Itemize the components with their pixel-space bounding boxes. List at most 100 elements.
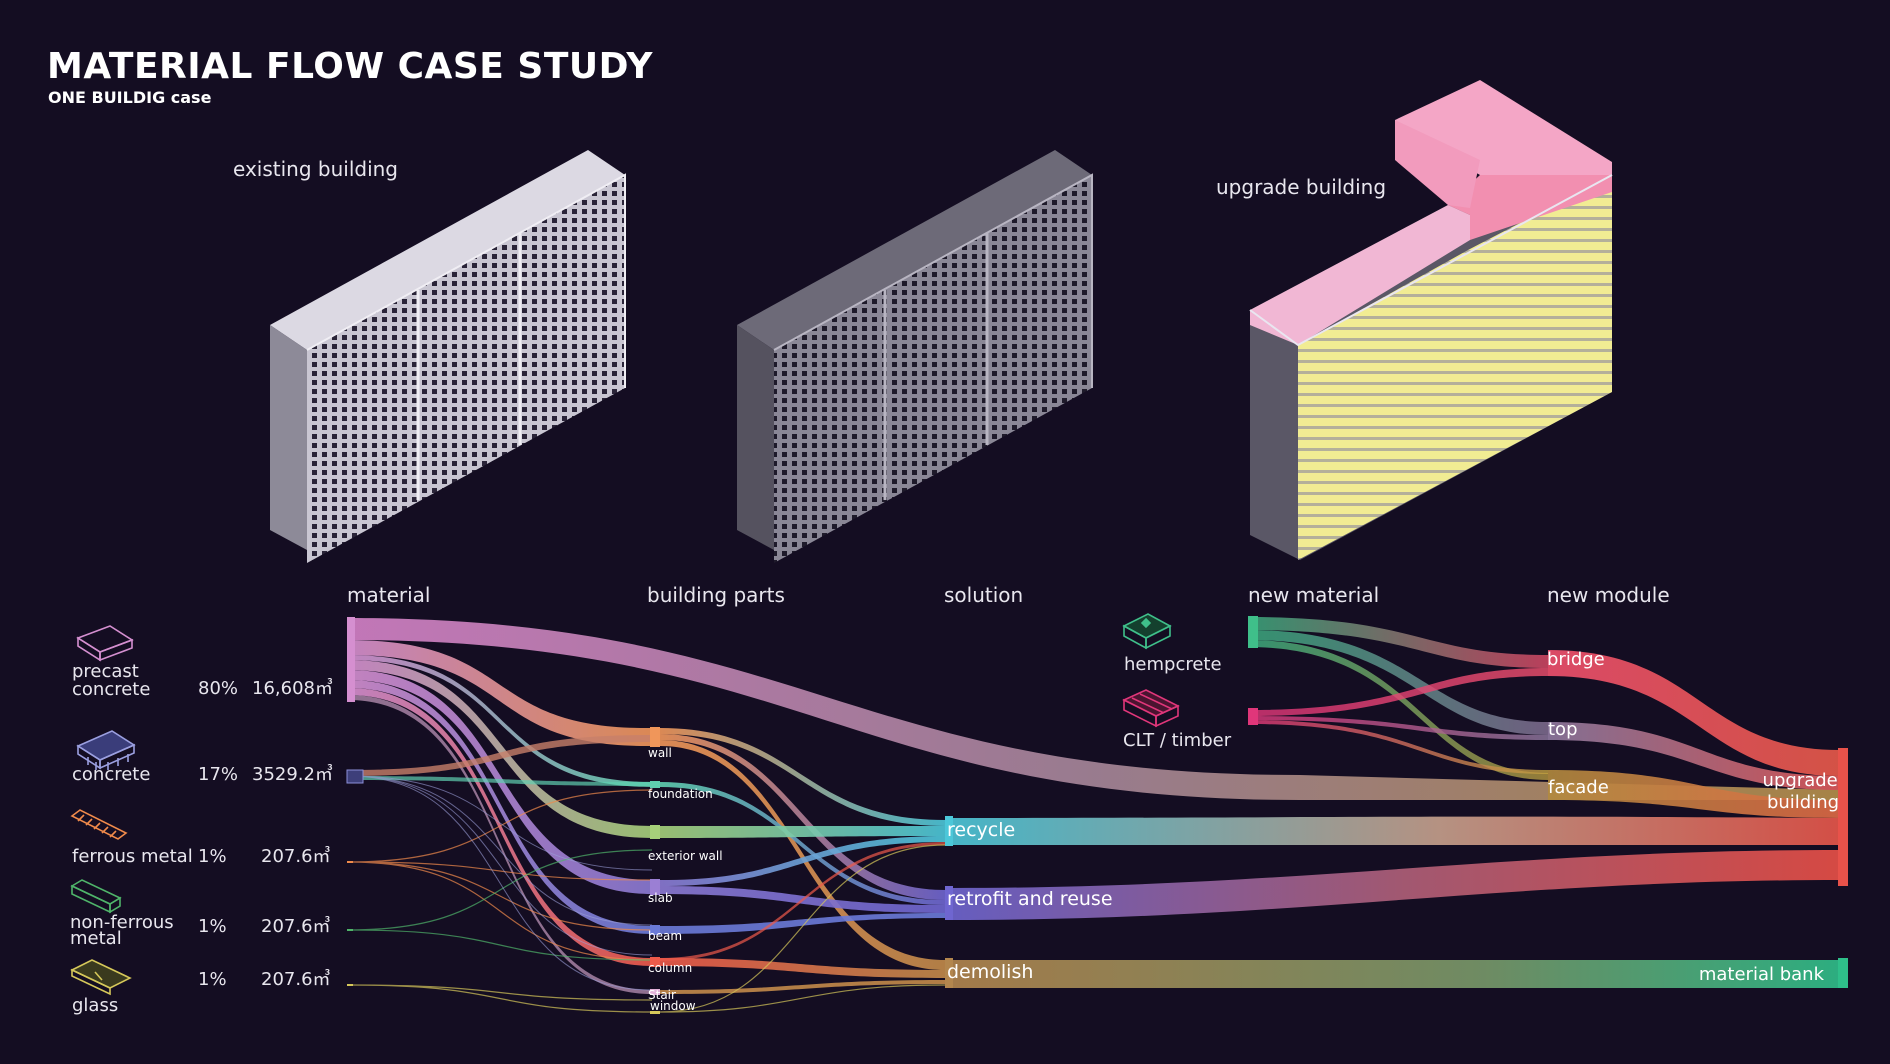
- part-beam-label: beam: [648, 929, 682, 943]
- flow-precast-to-upgrade: [348, 618, 1840, 800]
- flow-hempcrete-to-bridge: [1248, 617, 1548, 668]
- flow-bridge-to-upgrade: [1548, 650, 1840, 776]
- flow-column-to-demolish: [660, 958, 945, 978]
- node-foundation: [650, 781, 660, 788]
- page-title: MATERIAL FLOW CASE STUDY: [47, 46, 653, 87]
- flow-precast-to-beam: [348, 680, 652, 934]
- node-window: [650, 1011, 660, 1014]
- flow-precast-to-wall: [348, 640, 652, 747]
- node-nonferrous: [347, 929, 353, 931]
- output-upgrade-building-label: upgrade building: [1763, 770, 1844, 813]
- node-material-bank: [1838, 958, 1848, 988]
- stage-building-parts-heading: building parts: [647, 583, 785, 607]
- legend-nonferrous-label-line1: non-ferrous: [70, 912, 174, 933]
- node-recycle: [945, 816, 953, 846]
- part-foundation-label: foundation: [648, 787, 713, 801]
- page-subtitle: ONE BUILDIG case: [48, 88, 212, 107]
- sankey-flows: [347, 617, 1840, 1013]
- stage-new-material-heading: new material: [1248, 583, 1379, 607]
- flow-facade-to-upgrade: [1548, 770, 1840, 818]
- flow-concrete-to-foundation: [348, 776, 652, 786]
- legend-precast-percent: 80%: [198, 678, 238, 699]
- node-beam: [650, 925, 660, 935]
- flow-top-to-upgrade: [1548, 722, 1840, 790]
- legend-ferrous-label: ferrous metal: [72, 846, 193, 867]
- material-legend: precast concrete 80% 16,608㎥ concrete 17…: [70, 625, 333, 1016]
- legend-concrete-percent: 17%: [198, 764, 238, 785]
- flow-wall-to-retrofit: [660, 734, 945, 900]
- flow-recycle-to-upgrade: [952, 816, 1840, 845]
- node-clt: [1248, 708, 1258, 725]
- node-upgrade: [1838, 748, 1848, 886]
- part-exterior-wall-label: exterior wall: [648, 849, 723, 863]
- legend-ferrous-amount: 207.6㎥: [261, 846, 331, 867]
- part-stair-label: Stair: [648, 988, 676, 1002]
- hempcrete-block-icon: [1122, 613, 1172, 650]
- node-hempcrete: [1248, 616, 1258, 648]
- building-part-labels: wall foundation exterior wall slab beam …: [648, 746, 723, 1013]
- node-concrete: [346, 769, 364, 784]
- flow-wall-to-recycle: [660, 728, 945, 826]
- solution-demolish-label: demolish: [947, 961, 1033, 983]
- flow-clt-to-bridge: [1248, 668, 1548, 716]
- stage-material-heading: material: [347, 583, 430, 607]
- existing-building-illustration: [270, 150, 626, 563]
- flow-ferrous-lines: [347, 789, 653, 961]
- flow-precast-to-column: [348, 688, 652, 966]
- flow-clt-to-top: [1248, 716, 1548, 740]
- module-facade-label: facade: [1548, 777, 1609, 798]
- flow-hempcrete-to-top: [1248, 630, 1548, 735]
- flow-concrete-to-wall: [348, 735, 652, 776]
- flow-beam-to-retrofit: [660, 913, 945, 934]
- stage-solution-heading: solution: [944, 583, 1023, 607]
- new-material-hempcrete-label: hempcrete: [1124, 654, 1222, 675]
- legend-precast-amount: 16,608㎥: [252, 678, 333, 699]
- concrete-block-icon: [76, 730, 136, 770]
- legend-concrete-label: concrete: [72, 764, 150, 785]
- node-wall: [650, 727, 660, 747]
- legend-ferrous-percent: 1%: [198, 846, 227, 867]
- upgrade-building-label: upgrade building: [1216, 175, 1386, 199]
- flow-precast-to-stair: [348, 695, 652, 994]
- legend-glass-percent: 1%: [198, 969, 227, 990]
- precast-slab-icon: [76, 625, 134, 662]
- node-ferrous: [347, 861, 353, 863]
- flow-stair-to-demolish: [660, 980, 945, 994]
- existing-building-label: existing building: [233, 157, 398, 181]
- legend-concrete-amount: 3529.2㎥: [252, 764, 333, 785]
- flow-demolish-to-material-bank: [952, 960, 1840, 988]
- flow-precast-to-foundation: [348, 655, 652, 787]
- node-stair: [650, 989, 660, 995]
- clt-timber-icon: [1122, 689, 1180, 728]
- module-top-label: top: [1548, 719, 1578, 740]
- flow-nonferrous-lines: [347, 849, 653, 961]
- upgrade-building-illustration: [1249, 80, 1613, 560]
- legend-precast-label-line1: precast: [72, 661, 139, 682]
- flow-slab-to-recycle: [660, 836, 945, 886]
- flow-precast-to-exterior-wall: [348, 660, 652, 838]
- node-column: [650, 957, 660, 967]
- legend-nonferrous-label-line2: metal: [70, 928, 122, 949]
- flow-wall-to-demolish: [660, 740, 945, 970]
- node-demolish: [945, 958, 953, 988]
- node-exterior-wall: [650, 825, 660, 839]
- sankey-nodes: [346, 616, 1848, 1014]
- node-glass: [347, 984, 353, 986]
- part-column-label: column: [648, 961, 692, 975]
- solution-recycle-label: recycle: [947, 819, 1015, 841]
- legend-glass-label: glass: [72, 995, 118, 1016]
- flow-concrete-lines: [347, 775, 653, 991]
- flow-retrofit-to-upgrade: [952, 850, 1840, 920]
- solution-retrofit-label: retrofit and reuse: [947, 888, 1113, 910]
- legend-nonferrous-percent: 1%: [198, 916, 227, 937]
- output-material-bank-label: material bank: [1699, 964, 1825, 985]
- legend-nonferrous-amount: 207.6㎥: [261, 916, 331, 937]
- node-precast: [347, 617, 355, 702]
- glass-pane-icon: [70, 959, 132, 996]
- part-slab-label: slab: [648, 891, 673, 905]
- legend-precast-label-line2: concrete: [72, 679, 150, 700]
- flow-glass-lines: [347, 984, 653, 1013]
- node-slab: [650, 879, 660, 895]
